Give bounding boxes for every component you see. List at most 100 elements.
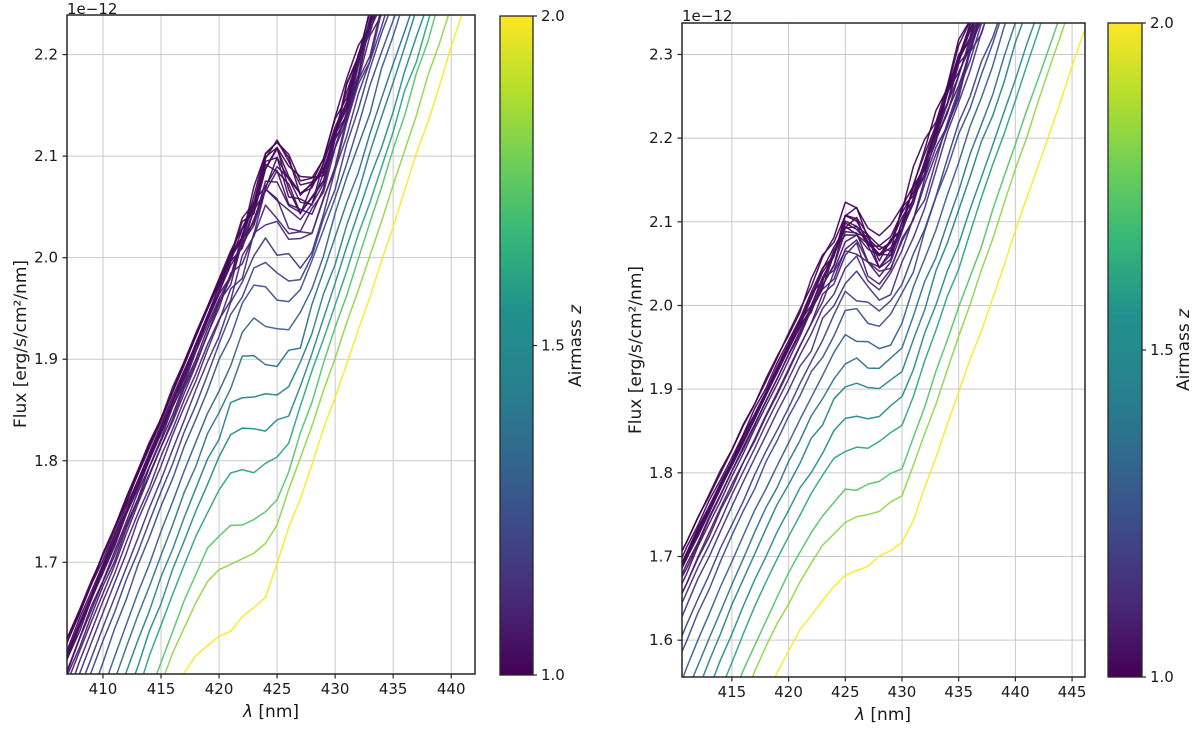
spectrum-line bbox=[155, 15, 437, 674]
spectrum-line bbox=[682, 23, 1007, 677]
x-tick-label: 440 bbox=[437, 680, 466, 698]
spectrum-line bbox=[682, 23, 983, 605]
spectrum-line bbox=[67, 15, 373, 652]
y-tick-label: 1.7 bbox=[649, 548, 673, 566]
spectrum-line bbox=[67, 15, 375, 645]
y-tick-label: 1.9 bbox=[34, 350, 58, 368]
spectrum-line bbox=[682, 23, 999, 638]
x-tick-label: 440 bbox=[1001, 683, 1030, 701]
y-tick-label: 1.9 bbox=[649, 380, 673, 398]
spectrum-line bbox=[682, 23, 978, 586]
x-tick-label: 420 bbox=[774, 683, 803, 701]
y-tick-label: 2.3 bbox=[649, 45, 673, 63]
spectrum-line bbox=[682, 23, 970, 553]
spectrum-line bbox=[682, 23, 980, 570]
spectrum-line bbox=[67, 15, 375, 662]
colorbar-tick-label: 2.0 bbox=[1150, 14, 1174, 32]
spectrum-line bbox=[67, 15, 373, 656]
x-tick-label: 430 bbox=[888, 683, 917, 701]
y-tick-label: 1.6 bbox=[649, 631, 673, 649]
spectrum-line bbox=[182, 15, 463, 674]
y-tick-label: 2.1 bbox=[34, 147, 58, 165]
spectrum-line bbox=[115, 15, 411, 674]
colorbar-label-left: Airmass z bbox=[566, 305, 586, 387]
colorbar-tick-label: 2.0 bbox=[541, 7, 565, 25]
y-tick-label: 2.2 bbox=[649, 129, 673, 147]
spectrum-line bbox=[725, 23, 1042, 677]
offset-text-right: 1e−12 bbox=[682, 7, 733, 25]
lambda-symbol: λ bbox=[242, 702, 254, 722]
y-axis-label-right: Flux [erg/s/cm²/nm] bbox=[626, 265, 646, 435]
colorbar-tick-label: 1.0 bbox=[541, 666, 565, 684]
x-tick-label: 415 bbox=[147, 680, 176, 698]
spectrum-line bbox=[89, 15, 390, 674]
spectrum-line bbox=[682, 23, 974, 565]
axes-spines bbox=[66, 14, 476, 675]
spectrum-line bbox=[739, 23, 1059, 677]
x-axis-unit: [nm] bbox=[865, 705, 912, 725]
colorbar-label-text: Airmass bbox=[1174, 317, 1194, 392]
x-tick-label: 435 bbox=[944, 683, 973, 701]
y-tick-label: 1.7 bbox=[34, 553, 58, 571]
spectrum-line bbox=[84, 15, 386, 674]
spectrum-line bbox=[682, 23, 975, 568]
x-tick-label: 415 bbox=[718, 683, 747, 701]
offset-text-left: 1e−12 bbox=[67, 0, 118, 18]
spectrum-line bbox=[67, 15, 370, 646]
x-axis-label-left: λ [nm] bbox=[243, 702, 299, 722]
x-tick-label: 420 bbox=[205, 680, 234, 698]
spectrum-line bbox=[682, 23, 976, 570]
x-tick-label: 435 bbox=[379, 680, 408, 698]
spectrum-line bbox=[682, 23, 1001, 654]
x-tick-label: 430 bbox=[321, 680, 350, 698]
axes-spines bbox=[681, 22, 1086, 678]
spectrum-line bbox=[682, 23, 978, 577]
spectrum-line bbox=[682, 23, 986, 619]
spectrum-line bbox=[74, 15, 381, 674]
x-axis-label-right: λ [nm] bbox=[855, 705, 911, 725]
spectrum-line bbox=[164, 15, 450, 674]
colorbar-tick-label: 1.0 bbox=[1150, 668, 1174, 686]
spectrum-line bbox=[682, 23, 972, 566]
y-tick-label: 2.2 bbox=[34, 46, 58, 64]
y-tick-label: 2.0 bbox=[649, 296, 673, 314]
y-tick-label: 1.8 bbox=[34, 452, 58, 470]
y-tick-label: 1.8 bbox=[649, 464, 673, 482]
y-axis-label-left: Flux [erg/s/cm²/nm] bbox=[11, 259, 31, 429]
y-tick-label: 2.1 bbox=[649, 213, 673, 231]
x-axis-unit: [nm] bbox=[253, 702, 300, 722]
spectrum-line bbox=[682, 23, 982, 596]
spectrum-line bbox=[107, 15, 401, 674]
spectrum-line bbox=[682, 23, 972, 567]
lambda-symbol: λ bbox=[854, 705, 866, 725]
airmass-z-symbol: z bbox=[1174, 308, 1194, 318]
spectrum-line bbox=[751, 23, 1066, 677]
colorbar-label-right: Airmass z bbox=[1174, 309, 1194, 391]
x-tick-label: 425 bbox=[263, 680, 292, 698]
spectrum-line bbox=[67, 15, 373, 673]
colorbar-label-text: Airmass bbox=[566, 313, 586, 388]
y-tick-label: 2.0 bbox=[34, 249, 58, 267]
x-tick-label: 410 bbox=[89, 680, 118, 698]
colorbar-tick-label: 1.5 bbox=[541, 337, 565, 355]
spectrum-line bbox=[713, 23, 1036, 677]
spectrum-line bbox=[124, 15, 416, 674]
x-tick-label: 445 bbox=[1058, 683, 1087, 701]
spectrum-line bbox=[69, 15, 383, 674]
spectrum-line bbox=[67, 15, 376, 659]
spectrum-line bbox=[682, 23, 980, 579]
spectrum-line bbox=[774, 26, 1085, 677]
spectrum-line bbox=[682, 23, 986, 595]
spectrum-line bbox=[692, 23, 1017, 677]
spectrum-line bbox=[702, 23, 1024, 677]
airmass-z-symbol: z bbox=[566, 304, 586, 314]
spectrum-line bbox=[78, 15, 382, 674]
spectrum-line bbox=[682, 23, 979, 569]
x-tick-label: 425 bbox=[831, 683, 860, 701]
spectrum-line bbox=[67, 15, 375, 662]
spectrum-line bbox=[134, 15, 425, 674]
colorbar-gradient bbox=[500, 16, 533, 675]
colorbar-tick-label: 1.5 bbox=[1150, 341, 1174, 359]
